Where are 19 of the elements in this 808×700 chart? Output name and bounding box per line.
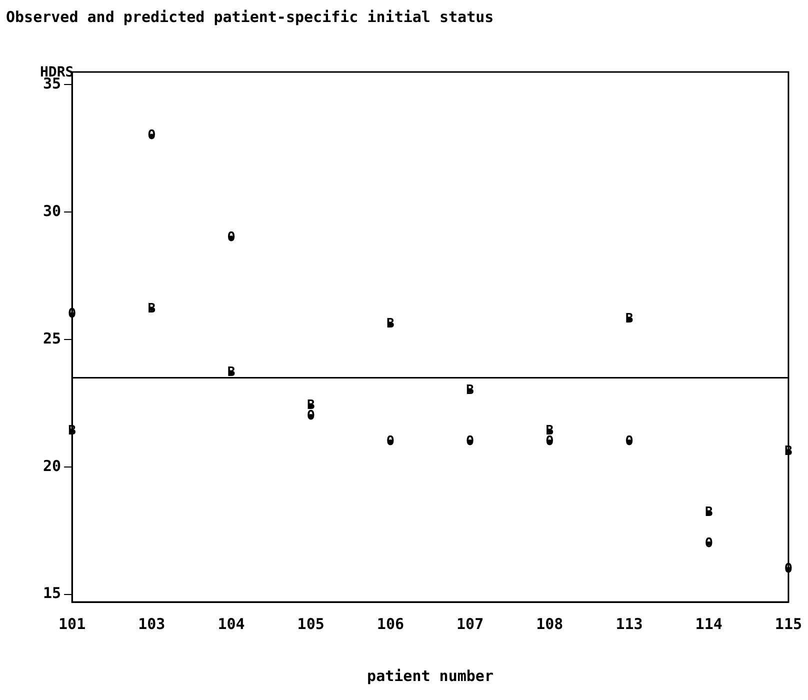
x-tick-label: 101 bbox=[58, 614, 86, 633]
text: O bbox=[386, 434, 394, 449]
y-tick-label: 20 bbox=[43, 456, 62, 475]
x-tick-label: 108 bbox=[536, 614, 564, 633]
y-tick-label: 25 bbox=[43, 329, 62, 348]
x-tick-label: 106 bbox=[376, 614, 404, 633]
x-tick-label: 103 bbox=[138, 614, 166, 633]
x-axis-title: patient number bbox=[367, 666, 494, 685]
x-tick-label: 104 bbox=[218, 614, 245, 633]
x-tick-label: 114 bbox=[695, 614, 722, 633]
y-tick-label: 15 bbox=[43, 584, 62, 602]
text: O bbox=[466, 434, 474, 449]
text: O bbox=[704, 536, 713, 551]
chart-title: Observed and predicted patient-specific initial status bbox=[6, 8, 494, 26]
y-tick-label: 30 bbox=[43, 202, 62, 220]
x-tick-label: 105 bbox=[297, 614, 324, 633]
x-tick-label: 115 bbox=[774, 614, 802, 633]
x-tick-label: 107 bbox=[456, 614, 484, 633]
x-tick-label: 113 bbox=[616, 614, 643, 633]
